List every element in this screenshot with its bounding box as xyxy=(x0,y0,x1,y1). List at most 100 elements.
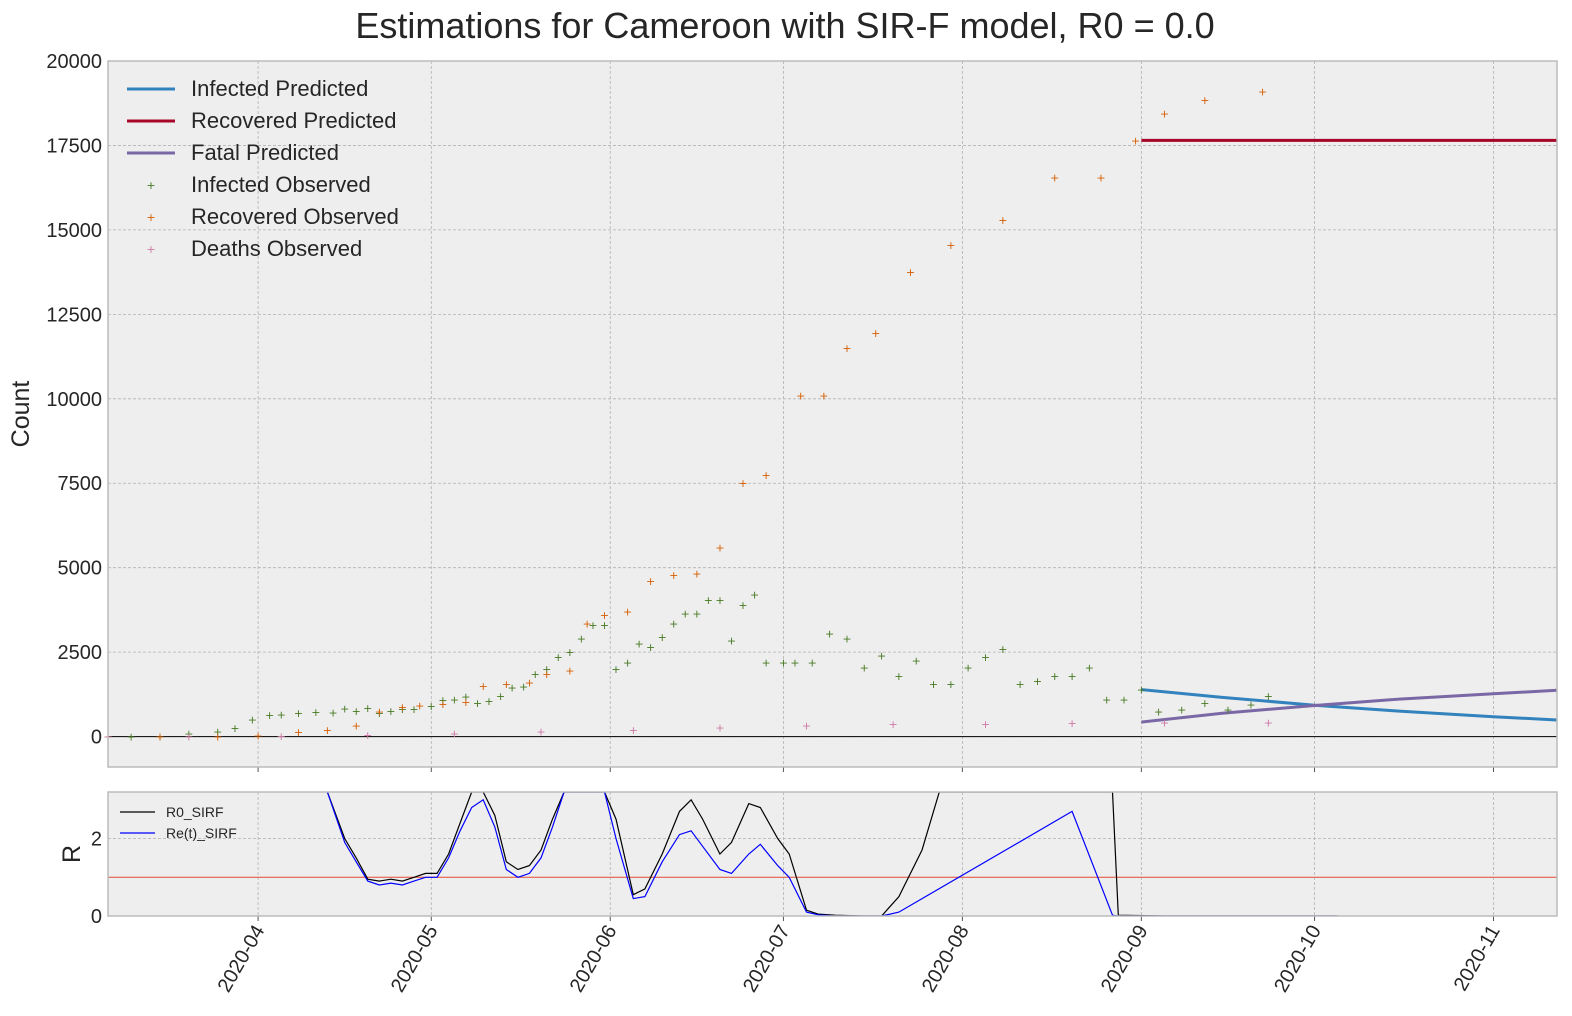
deaths-observed-point: + xyxy=(981,718,990,731)
deaths-observed-point: + xyxy=(629,724,638,737)
infected-observed-point: + xyxy=(398,703,407,716)
main-plot-area: + + + + + ++ + + + + + + + + + + + + + + + + + + ++ ++ ++ +++ ++++ ++… xyxy=(7,51,1558,772)
infected-observed-point: + xyxy=(375,707,384,720)
infected-observed-point: + xyxy=(248,714,257,727)
infected-observed-point: + xyxy=(294,707,303,720)
deaths-observed-point: + xyxy=(1160,717,1169,730)
legend-label: Recovered Observed xyxy=(191,204,399,229)
infected-observed-point: + xyxy=(704,594,713,607)
recovered-observed-point: + xyxy=(502,678,511,691)
recovered-observed-point: + xyxy=(906,266,915,279)
deaths-observed-point: + xyxy=(802,719,811,732)
infected-observed-point: + xyxy=(1264,690,1273,703)
infected-observed-point: + xyxy=(808,656,817,669)
main-plot-background xyxy=(108,61,1557,767)
recovered-observed-point: + xyxy=(155,731,164,744)
y-tick-label: 2 xyxy=(91,829,102,851)
infected-observed-point: + xyxy=(738,599,747,612)
recovered-observed-point: + xyxy=(415,700,424,713)
main-y-tick-labels: 0 2500 5000 7500 10000 12500 15000 17500 20000 xyxy=(46,51,102,749)
main-series-layer: + + + + + ++ + + + + + + + + + + + + + + + + + + ++ ++ ++ +++ ++++ ++… xyxy=(103,85,1558,744)
infected-observed-point: + xyxy=(340,703,349,716)
infected-observed-point: + xyxy=(825,628,834,641)
legend-label: Recovered Predicted xyxy=(191,108,396,133)
recovered-observed-point: + xyxy=(871,327,880,340)
infected-observed-point: + xyxy=(427,700,436,713)
r-series-layer xyxy=(326,792,1338,916)
recovered-observed-point: + xyxy=(253,730,262,743)
recovered-observed-point: + xyxy=(1131,134,1140,147)
infected-observed-point: + xyxy=(1223,704,1232,717)
recovered-observed-point: + xyxy=(542,668,551,681)
y-tick-label: 0 xyxy=(91,906,102,928)
recovered-observed-point: + xyxy=(623,606,632,619)
y-tick-label: 17500 xyxy=(46,135,102,157)
infected-observed-point: + xyxy=(329,706,338,719)
infected-observed-point: + xyxy=(1016,678,1025,691)
recovered-observed-point: + xyxy=(352,719,361,732)
infected-observed-point: + xyxy=(352,705,361,718)
recovered-observed-point: + xyxy=(646,575,655,588)
y-tick-label: 2500 xyxy=(58,642,103,664)
infected-observed-point: + xyxy=(588,619,597,632)
r0-sirf-line xyxy=(326,792,1338,916)
recovered-observed-point: + xyxy=(583,617,592,630)
deaths-observed-point: + xyxy=(889,718,898,731)
infected-observed-point: + xyxy=(964,661,973,674)
infected-observed-point: + xyxy=(998,643,1007,656)
infected-observed-point: + xyxy=(750,589,759,602)
x-tick-label: 2020-11 xyxy=(1450,922,1505,995)
infected-observed-point: + xyxy=(929,678,938,691)
infected-observed-point: + xyxy=(946,678,955,691)
recovered-observed-point: + xyxy=(1258,85,1267,98)
infected-observed-point: + xyxy=(1050,670,1059,683)
infected-observed-point: + xyxy=(230,722,239,735)
infected-observed-point: + xyxy=(1085,661,1094,674)
deaths-observed-point: + xyxy=(184,730,193,743)
infected-observed-point: + xyxy=(1177,704,1186,717)
infected-observed-point: + xyxy=(554,651,563,664)
recovered-observed-point: + xyxy=(715,541,724,554)
infected-observed-point: + xyxy=(265,709,274,722)
deaths-observed-point: + xyxy=(1264,717,1273,730)
y-tick-label: 12500 xyxy=(46,304,102,326)
recovered-observed-point: + xyxy=(796,389,805,402)
legend-swatch: + xyxy=(146,179,155,192)
deaths-observed-point: + xyxy=(450,728,459,741)
infected-observed-point: + xyxy=(779,656,788,669)
deaths-observed-point: + xyxy=(277,730,286,743)
recovered-observed-point: + xyxy=(294,726,303,739)
infected-observed-point: + xyxy=(363,702,372,715)
recovered-observed-point: + xyxy=(738,477,747,490)
legend-label: Re(t)_SIRF xyxy=(166,825,237,841)
infected-observed-point: + xyxy=(184,728,193,741)
recovered-observed-point: + xyxy=(1160,107,1169,120)
infected-observed-point: + xyxy=(912,655,921,668)
recovered-observed-point: + xyxy=(600,609,609,622)
deaths-observed-point: + xyxy=(715,721,724,734)
x-tick-label: 2020-10 xyxy=(1270,922,1326,997)
recovered-observed-point: + xyxy=(998,214,1007,227)
infected-observed-point: + xyxy=(646,641,655,654)
x-tick-label: 2020-08 xyxy=(918,922,974,997)
recovered-observed-point: + xyxy=(669,569,678,582)
legend-label: Deaths Observed xyxy=(191,236,362,261)
legend-swatch: + xyxy=(146,243,155,256)
infected-observed-point: + xyxy=(277,708,286,721)
infected-observed-point: + xyxy=(565,646,574,659)
infected-observed-point: + xyxy=(507,682,516,695)
x-tick-label: 2020-07 xyxy=(739,922,795,997)
infected-observed-point: + xyxy=(409,703,418,716)
recovered-observed-point: + xyxy=(323,724,332,737)
infected-predicted-line xyxy=(1141,688,1558,722)
recovered-observed-point: + xyxy=(398,701,407,714)
infected-observed-point: + xyxy=(658,631,667,644)
infected-observed-point: + xyxy=(762,656,771,669)
infected-observed-point: + xyxy=(311,706,320,719)
legend-label: Infected Observed xyxy=(191,172,371,197)
infected-observed-point: + xyxy=(669,617,678,630)
infected-observed-point: + xyxy=(386,705,395,718)
recovered-observed-point: + xyxy=(842,342,851,355)
infected-observed-point: + xyxy=(213,726,222,739)
infected-observed-point: + xyxy=(981,651,990,664)
